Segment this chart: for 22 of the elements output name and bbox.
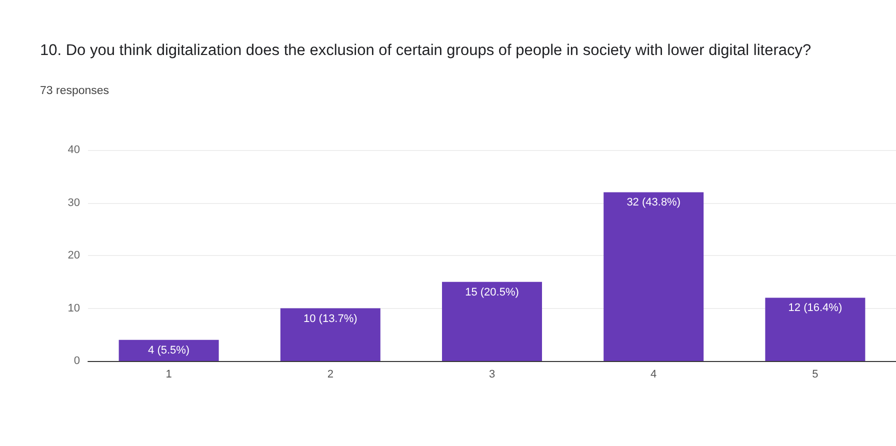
- bar: [118, 340, 219, 361]
- x-tick-label: 3: [488, 368, 496, 380]
- x-tick-label: 5: [812, 368, 818, 380]
- y-tick-label: 30: [68, 196, 80, 209]
- data-label: 12 (16.4%): [788, 302, 842, 314]
- bar: [604, 192, 704, 361]
- chart-subtitle: 73 responses: [40, 85, 110, 97]
- x-tick-label: 2: [327, 368, 334, 380]
- x-tick-label: 1: [166, 368, 172, 380]
- bar: [442, 282, 542, 361]
- bar: [765, 298, 866, 361]
- x-tick-label: 4: [650, 368, 657, 380]
- data-label: 32 (43.8%): [626, 196, 681, 209]
- data-label: 15 (20.5%): [465, 286, 519, 298]
- y-tick-label: 10: [68, 302, 80, 314]
- data-label: 4 (5.5%): [148, 344, 190, 356]
- y-tick-label: 20: [68, 250, 80, 262]
- bar: [280, 308, 380, 361]
- chart-title: 10. Do you think digitalization does the exclusion of certain groups of people in society with lower digital literacy?: [40, 41, 812, 61]
- y-tick-label: 0: [74, 355, 80, 367]
- y-tick-label: 40: [68, 144, 80, 156]
- data-label: 10 (13.7%): [303, 312, 358, 325]
